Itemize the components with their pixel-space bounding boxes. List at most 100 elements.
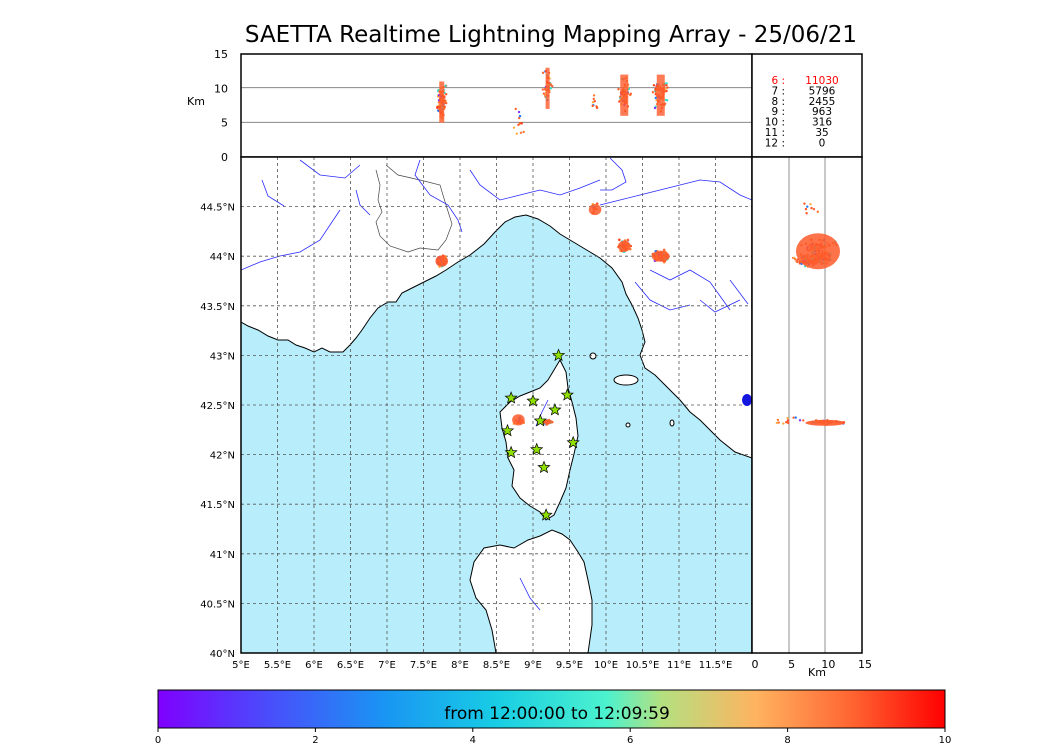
lightning-point bbox=[812, 207, 816, 211]
lightning-point bbox=[806, 205, 809, 208]
lightning-point bbox=[517, 123, 520, 127]
colorbar-tick-label: 0 bbox=[155, 735, 161, 746]
lightning-point bbox=[665, 89, 668, 93]
lightning-point bbox=[794, 416, 797, 419]
altitude-lightning-points bbox=[436, 67, 669, 135]
lightning-point bbox=[651, 91, 655, 94]
lat-tick-label: 41.5°N bbox=[200, 500, 235, 511]
lightning-point bbox=[654, 96, 657, 100]
lightning-point bbox=[805, 212, 808, 215]
station-star-icon bbox=[504, 445, 518, 459]
colorbar-tick-label: 2 bbox=[312, 735, 318, 746]
lightning-point bbox=[664, 87, 667, 91]
station-star-icon bbox=[539, 508, 553, 521]
lightning-point bbox=[798, 419, 802, 422]
station-star-icon bbox=[526, 394, 540, 407]
lon-tick-label: 9°E bbox=[524, 660, 542, 671]
lightning-cluster-core bbox=[617, 240, 631, 252]
lon-tick-label: 9.5°E bbox=[556, 660, 583, 671]
station-star-icon bbox=[500, 423, 515, 437]
map-gridlines bbox=[241, 157, 752, 653]
station-star-icon bbox=[551, 348, 566, 362]
colorbar-tick-label: 6 bbox=[627, 735, 633, 746]
station-star-icon bbox=[529, 442, 544, 456]
lightning-point bbox=[787, 421, 790, 425]
station-star-icon bbox=[560, 388, 574, 401]
stats-value: 5796 bbox=[809, 85, 836, 97]
lightning-point bbox=[591, 104, 594, 108]
side-tick-label: 0 bbox=[752, 658, 759, 671]
lightning-point bbox=[618, 238, 621, 242]
lightning-point bbox=[549, 83, 553, 86]
lat-tick-label: 40.5°N bbox=[200, 599, 235, 610]
stats-label: 9 : bbox=[771, 106, 785, 118]
stats-label: 8 : bbox=[771, 96, 785, 108]
stats-label: 11 : bbox=[765, 127, 785, 139]
lightning-point bbox=[514, 107, 517, 111]
lightning-point bbox=[626, 238, 630, 242]
lightning-point bbox=[519, 131, 523, 134]
lightning-point bbox=[803, 202, 806, 205]
stats-panel: 6 : 11030 7 : 5796 8 : 2455 9 : 963 10 : 316 11 : 3… bbox=[751, 53, 863, 158]
altitude-column bbox=[439, 81, 445, 123]
lightning-point bbox=[802, 419, 805, 422]
lightning-cluster-core bbox=[512, 414, 525, 426]
lat-tick-label: 42°N bbox=[210, 451, 235, 462]
lat-tick-label: 41°N bbox=[210, 550, 235, 561]
lightning-cluster-core bbox=[435, 255, 449, 267]
map-lightning-points bbox=[435, 202, 670, 426]
lat-tick-label: 43°N bbox=[210, 351, 235, 362]
lon-tick-label: 11.5°E bbox=[699, 660, 733, 671]
corsica bbox=[499, 358, 579, 521]
lon-tick-label: 5.5°E bbox=[264, 660, 291, 671]
lat-tick-label: 43.5°N bbox=[200, 302, 235, 313]
stats-label: 6 : bbox=[771, 75, 785, 87]
lightning-point bbox=[444, 84, 447, 88]
lightning-point bbox=[592, 97, 595, 101]
altitude-tick-label: 5 bbox=[221, 117, 228, 130]
lightning-point bbox=[793, 258, 797, 261]
lightning-point bbox=[629, 92, 632, 95]
rivers bbox=[241, 157, 752, 611]
lightning-point bbox=[512, 126, 516, 129]
altitude-column bbox=[656, 74, 665, 116]
altitude-column bbox=[620, 74, 629, 116]
lightning-point bbox=[664, 98, 668, 102]
lightning-point bbox=[591, 100, 595, 104]
side-cluster bbox=[796, 233, 840, 270]
lightning-point bbox=[666, 86, 669, 89]
lon-tick-label: 6.5°E bbox=[337, 660, 364, 671]
lightning-point bbox=[517, 110, 521, 114]
colorbar-tick-label: 4 bbox=[470, 735, 476, 746]
lon-tick-label: 7°E bbox=[378, 660, 396, 671]
lightning-point bbox=[654, 89, 657, 92]
lon-tick-label: 8°E bbox=[451, 660, 469, 671]
lightning-point bbox=[519, 121, 522, 125]
colorbar-tick-label: 8 bbox=[784, 735, 790, 746]
edge-marker bbox=[742, 394, 752, 406]
lightning-point bbox=[541, 88, 545, 91]
lightning-point bbox=[618, 100, 621, 103]
station-star-icon bbox=[566, 435, 580, 449]
lightning-point bbox=[654, 92, 658, 96]
station-star-icon bbox=[533, 413, 547, 427]
lightning-point bbox=[810, 206, 813, 210]
colorbar-tick-label: 10 bbox=[939, 735, 952, 746]
lon-tick-label: 7.5°E bbox=[410, 660, 437, 671]
lightning-point bbox=[444, 92, 448, 96]
colorbar-gradient bbox=[157, 689, 946, 729]
lightning-point bbox=[518, 116, 521, 120]
stats-label: 10 : bbox=[765, 117, 785, 129]
lat-tick-label: 40°N bbox=[210, 649, 235, 660]
colorbar-label: from 12:00:00 to 12:09:59 bbox=[444, 704, 670, 724]
lightning-point bbox=[595, 105, 598, 108]
side-cluster bbox=[805, 419, 846, 426]
lon-tick-label: 10.5°E bbox=[626, 660, 660, 671]
lightning-point bbox=[816, 210, 819, 213]
border-line bbox=[375, 164, 453, 253]
lightning-point bbox=[782, 422, 785, 425]
lat-tick-label: 44.5°N bbox=[200, 203, 235, 214]
altitude-axis-label: Km bbox=[187, 95, 205, 108]
lightning-point bbox=[436, 106, 439, 110]
